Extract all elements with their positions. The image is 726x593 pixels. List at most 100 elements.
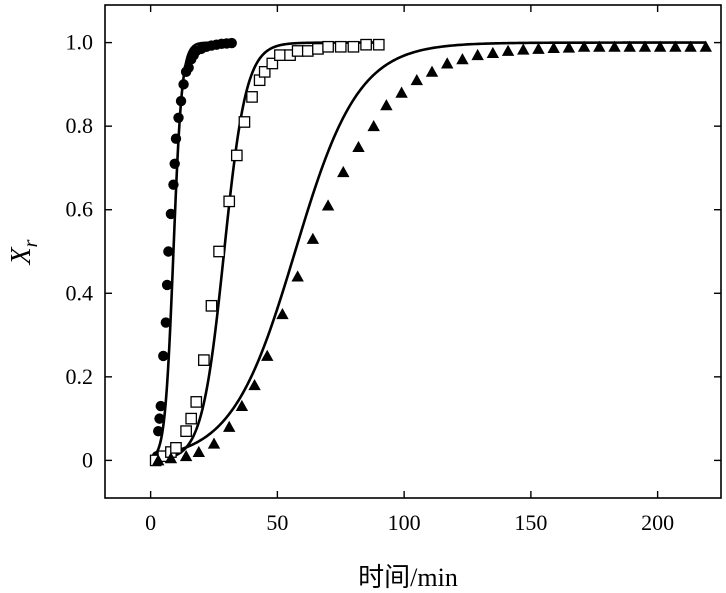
data-point-triangle <box>684 40 697 52</box>
data-point-circle <box>170 133 182 144</box>
y-axis-title-subscript: r <box>20 239 42 247</box>
plot-frame <box>104 4 722 499</box>
y-tick-label: 0.2 <box>66 364 94 389</box>
data-point-square <box>301 45 314 57</box>
data-point-square <box>291 45 304 57</box>
data-point-triangle <box>306 232 320 244</box>
data-point-square <box>223 195 236 208</box>
data-point-triangle <box>501 44 515 56</box>
data-point-square <box>334 40 347 53</box>
x-axis-title: 时间/min <box>358 563 458 592</box>
x-tick-label: 0 <box>145 510 156 535</box>
data-point-square <box>238 116 251 128</box>
data-point-square <box>185 412 198 425</box>
data-point-square <box>190 396 203 408</box>
data-point-square <box>205 299 218 312</box>
data-point-square <box>312 43 324 55</box>
data-point-square <box>230 149 243 162</box>
data-point-circle <box>160 317 172 328</box>
data-point-circle <box>153 425 164 437</box>
y-tick-label: 0.4 <box>66 280 94 305</box>
y-tick-label: 0.6 <box>66 197 94 222</box>
data-point-triangle <box>517 43 530 55</box>
data-point-square <box>266 57 279 70</box>
fit-curves <box>154 41 706 461</box>
data-point-square <box>246 91 258 103</box>
y-tick-label: 0.8 <box>66 113 94 138</box>
x-tick-label: 200 <box>641 510 674 535</box>
data-point-triangle <box>352 140 365 153</box>
data-point-triangle <box>179 450 193 462</box>
y-axis-title-main: X <box>6 246 37 265</box>
x-tick-label: 150 <box>514 510 547 535</box>
data-point-triangle <box>441 57 454 69</box>
data-point-triangle <box>486 46 500 59</box>
axis-ticks <box>105 5 721 498</box>
data-point-triangle <box>207 437 221 449</box>
data-point-triangle <box>608 40 621 52</box>
data-point-circle <box>178 79 189 90</box>
data-point-triangle <box>248 378 261 391</box>
data-point-triangle <box>425 65 439 77</box>
data-point-triangle <box>593 40 606 52</box>
data-point-triangle <box>367 119 380 132</box>
data-point-triangle <box>669 40 682 52</box>
y-axis-title: Xr <box>6 239 42 265</box>
data-point-circle <box>168 179 179 190</box>
data-point-circle <box>155 400 166 412</box>
data-point-square <box>180 425 192 438</box>
data-point-triangle <box>577 40 591 52</box>
data-point-square <box>213 245 225 258</box>
data-point-triangle <box>395 86 408 98</box>
data-point-square <box>347 40 360 53</box>
data-point-triangle <box>456 53 469 65</box>
data-point-triangle <box>638 40 652 52</box>
data-point-circle <box>173 112 184 124</box>
data-point-triangle <box>276 307 289 320</box>
data-point-circle <box>158 350 169 362</box>
data-point-square <box>258 65 271 78</box>
data-point-circle <box>169 158 180 169</box>
data-point-triangle <box>471 48 484 61</box>
x-tick-label: 100 <box>388 510 421 535</box>
data-point-triangle <box>291 270 304 282</box>
data-point-triangle <box>547 41 560 53</box>
data-point-square <box>322 40 334 53</box>
data-point-triangle <box>562 41 576 53</box>
data-point-square <box>360 38 372 51</box>
data-point-triangle <box>261 349 274 361</box>
data-point-triangle <box>192 445 205 458</box>
data-point-triangle <box>623 40 636 52</box>
data-point-circle <box>183 62 194 73</box>
data-markers <box>149 37 712 467</box>
data-point-circle <box>226 37 237 49</box>
data-point-square <box>170 442 182 454</box>
data-point-triangle <box>380 99 393 111</box>
data-point-triangle <box>337 165 350 178</box>
data-point-square <box>198 354 210 366</box>
data-point-circle <box>154 413 165 424</box>
axis-tick-labels: 0 50 100 150 200 0 0.2 0.4 0.6 0.8 1.0 <box>66 30 675 535</box>
data-point-triangle <box>235 399 249 412</box>
fit-curve-series-3 <box>158 41 706 457</box>
data-point-circle <box>165 208 177 220</box>
svg-text:Xr: Xr <box>6 239 42 265</box>
fit-curve-series-2 <box>155 41 379 461</box>
data-point-triangle <box>699 40 712 52</box>
data-point-circle <box>161 279 173 291</box>
x-tick-label: 50 <box>266 510 288 535</box>
data-point-triangle <box>223 420 236 432</box>
y-tick-label: 0 <box>82 447 93 472</box>
data-point-circle <box>163 246 174 257</box>
y-tick-label: 1.0 <box>66 30 94 55</box>
data-point-circle <box>175 95 187 107</box>
data-point-triangle <box>321 199 335 211</box>
data-point-triangle <box>532 42 545 54</box>
data-point-triangle <box>152 454 165 466</box>
data-point-square <box>274 49 286 61</box>
data-point-triangle <box>164 452 178 464</box>
data-point-square <box>372 38 385 51</box>
data-point-triangle <box>410 74 424 86</box>
data-point-triangle <box>653 40 667 52</box>
